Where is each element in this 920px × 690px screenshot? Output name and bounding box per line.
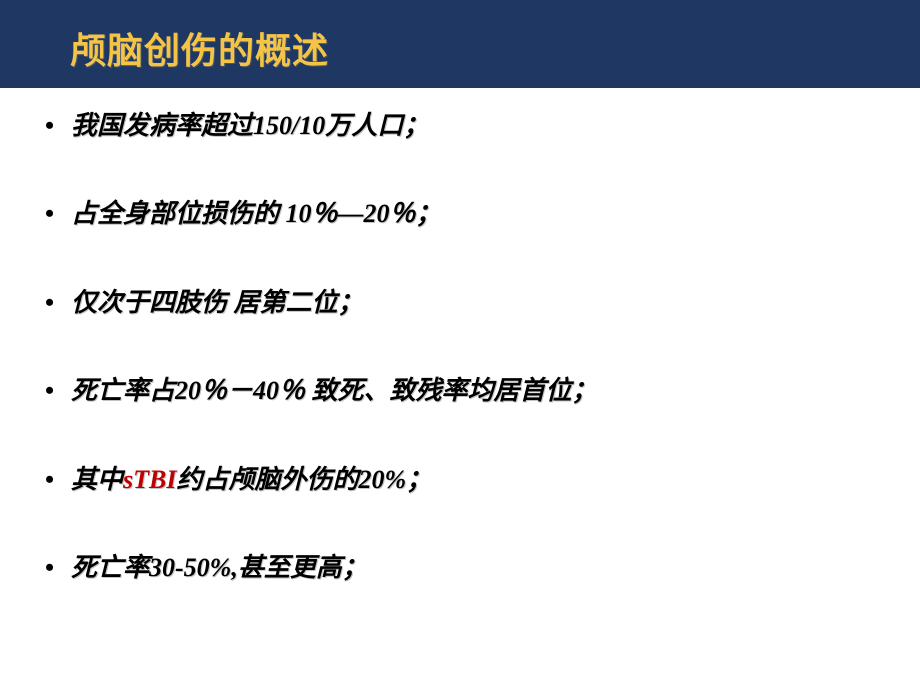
- item-text: 我国发病率超过150/10万人口；: [71, 108, 429, 144]
- title-bar: 颅脑创伤的概述: [0, 0, 920, 88]
- list-item: • 仅次于四肢伤 居第二位；: [45, 285, 880, 321]
- list-item: • 占全身部位损伤的 10％—20％；: [45, 196, 880, 232]
- bullet-icon: •: [45, 196, 71, 232]
- bullet-icon: •: [45, 285, 71, 321]
- bullet-icon: •: [45, 462, 71, 498]
- bullet-icon: •: [45, 550, 71, 586]
- item-text: 占全身部位损伤的 10％—20％；: [71, 196, 442, 232]
- slide-title: 颅脑创伤的概述: [70, 22, 329, 74]
- content-area: • 我国发病率超过150/10万人口； • 占全身部位损伤的 10％—20％； …: [45, 108, 880, 586]
- item-text: 其中sTBI约占颅脑外伤的20%；: [71, 462, 432, 498]
- list-item: • 我国发病率超过150/10万人口；: [45, 108, 880, 144]
- list-item: • 死亡率占20％－40％ 致死、致残率均居首位；: [45, 373, 880, 409]
- bullet-icon: •: [45, 108, 71, 144]
- list-item: • 其中sTBI约占颅脑外伤的20%；: [45, 462, 880, 498]
- slide: 颅脑创伤的概述 • 我国发病率超过150/10万人口； • 占全身部位损伤的 1…: [0, 0, 920, 690]
- bullet-icon: •: [45, 373, 71, 409]
- item-text: 死亡率占20％－40％ 致死、致残率均居首位；: [71, 373, 598, 409]
- item-text: 死亡率30-50%,甚至更高；: [71, 550, 368, 586]
- list-item: • 死亡率30-50%,甚至更高；: [45, 550, 880, 586]
- title-text: 颅脑创伤的概述: [70, 30, 329, 71]
- item-text: 仅次于四肢伤 居第二位；: [71, 285, 364, 321]
